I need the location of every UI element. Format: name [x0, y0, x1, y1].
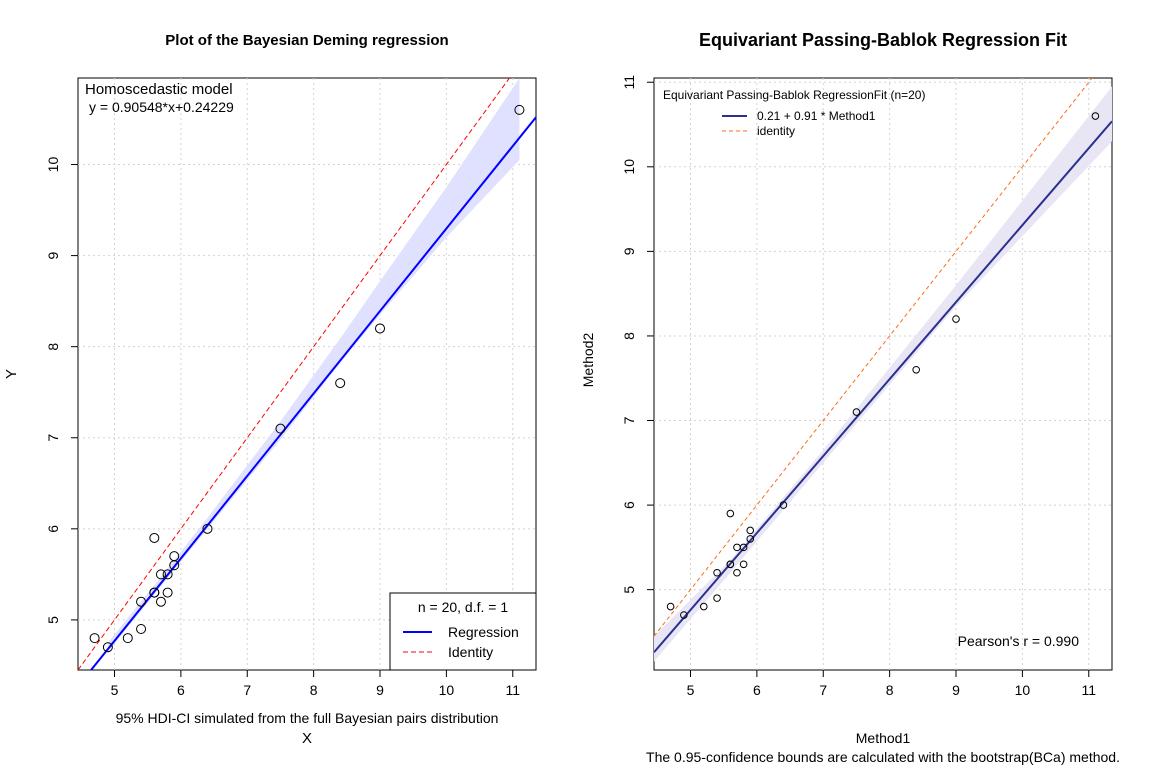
p1-legend-label-regression: Regression — [448, 624, 519, 640]
p1-data-point — [169, 551, 180, 562]
p2-data-point — [713, 568, 721, 577]
p2-x-tick-label: 6 — [753, 682, 761, 698]
p2-data-point — [680, 611, 688, 619]
p2-x-tick-label: 8 — [886, 682, 894, 698]
p2-data-point — [912, 365, 920, 374]
p1-y-label: Y — [3, 369, 20, 379]
p2-plot-frame — [653, 77, 1113, 671]
p2-y-tick-label: 10 — [621, 159, 637, 175]
p1-data-point — [136, 624, 147, 635]
p2-y-tick-label: 6 — [621, 501, 637, 509]
p2-regression-line — [653, 120, 1113, 653]
p1-data-point — [102, 642, 113, 653]
p2-x-tick-label: 5 — [687, 682, 695, 698]
p2-data-point — [852, 408, 861, 416]
p1-data-point — [202, 523, 213, 534]
p1-x-tick-label: 6 — [177, 682, 185, 698]
p2-grid — [654, 78, 1112, 670]
p1-x-tick-label: 10 — [439, 682, 455, 698]
p1-x-tick-label: 11 — [505, 682, 520, 698]
p1-data-point — [155, 569, 166, 580]
p1-data-point — [89, 633, 100, 644]
p2-x-tick-label: 11 — [1081, 682, 1096, 698]
p2-data-point — [1091, 112, 1100, 120]
p2-data-point — [733, 543, 741, 552]
p1-legend-label-identity: Identity — [448, 644, 493, 660]
p2-data-point — [666, 602, 675, 611]
p2-y-label: Method2 — [580, 333, 596, 388]
p1-y-tick-label: 10 — [45, 157, 61, 173]
p1-points — [89, 104, 525, 653]
p2-pearson-annotation: Pearson's r = 0.990 — [958, 633, 1080, 649]
p1-x-tick-label: 8 — [310, 682, 318, 698]
p1-data-point — [149, 532, 160, 543]
p2-data-point — [733, 568, 741, 577]
p1-identity-line — [77, 77, 510, 671]
p1-regression-line — [90, 116, 537, 671]
p2-y-tick-label: 8 — [621, 332, 637, 340]
passing-bablok-panel: Equivariant Passing-Bablok Regression Fi… — [580, 30, 1120, 765]
p2-y-axis-ticks: 5 6 7 8 9 10 11 — [621, 75, 654, 594]
p1-data-point — [335, 378, 346, 389]
p1-legend-title: n = 20, d.f. = 1 — [418, 599, 509, 615]
p1-y-tick-label: 7 — [45, 434, 61, 442]
p1-x-axis-ticks: 5 6 7 8 9 10 11 — [111, 670, 520, 698]
p1-data-point — [149, 587, 160, 598]
p1-y-axis-ticks: 5 6 7 8 9 10 — [45, 157, 78, 624]
p2-x-label: Method1 — [856, 730, 911, 746]
p1-data-point — [162, 569, 173, 580]
p1-confidence-band — [107, 78, 520, 652]
p1-plot-frame — [77, 77, 537, 671]
p1-title: Plot of the Bayesian Deming regression — [165, 32, 448, 49]
p2-points — [666, 112, 1100, 619]
p1-y-tick-label: 9 — [45, 251, 61, 259]
p2-data-point — [952, 315, 960, 323]
p2-data-point — [713, 594, 721, 602]
p2-data-point — [726, 560, 735, 569]
p1-subtitle: 95% HDI-CI simulated from the full Bayes… — [116, 710, 499, 726]
p1-annotation-equation: y = 0.90548*x+0.24229 — [89, 99, 234, 115]
p1-x-tick-label: 9 — [376, 682, 384, 698]
p2-y-tick-label: 9 — [621, 247, 637, 255]
p2-data-point — [699, 602, 708, 611]
p2-data-point — [779, 501, 788, 509]
p2-data-point — [739, 543, 748, 552]
p1-y-tick-label: 6 — [45, 525, 61, 533]
p1-x-tick-label: 5 — [111, 682, 119, 698]
p1-y-tick-label: 5 — [45, 616, 61, 624]
p2-confidence-band — [654, 86, 1112, 662]
p2-data-point — [746, 535, 755, 543]
p2-x-axis-ticks: 5 6 7 8 9 10 11 — [687, 670, 1096, 698]
p2-legend-label-identity: identity — [757, 124, 795, 138]
p2-x-tick-label: 10 — [1015, 682, 1031, 698]
p2-y-tick-label: 11 — [621, 75, 637, 90]
p2-x-tick-label: 7 — [819, 682, 827, 698]
p2-data-point — [746, 526, 755, 535]
p2-data-point — [726, 509, 735, 518]
p2-identity-line — [653, 77, 1093, 637]
p1-legend: n = 20, d.f. = 1 Regression Identity — [389, 592, 537, 671]
p2-legend-label-regression: 0.21 + 0.91 * Method1 — [757, 109, 876, 123]
p1-data-point — [136, 596, 147, 607]
p2-y-tick-label: 5 — [621, 586, 637, 594]
p1-y-tick-label: 8 — [45, 343, 61, 351]
p1-annotation-model: Homoscedastic model — [85, 81, 233, 98]
p1-data-point — [122, 633, 133, 644]
p2-y-tick-label: 7 — [621, 416, 637, 424]
p2-legend: Equivariant Passing-Bablok RegressionFit… — [663, 88, 925, 138]
p2-subtitle: The 0.95-confidence bounds are calculate… — [646, 749, 1120, 765]
p2-data-point — [739, 560, 748, 569]
p1-data-point — [155, 596, 166, 607]
p2-x-tick-label: 9 — [952, 682, 960, 698]
p1-data-point — [275, 423, 286, 434]
bayesian-deming-panel: Plot of the Bayesian Deming regression 5… — [3, 32, 537, 747]
p1-x-label: X — [302, 730, 312, 747]
p2-title: Equivariant Passing-Bablok Regression Fi… — [699, 30, 1067, 50]
p2-legend-title: Equivariant Passing-Bablok RegressionFit… — [663, 88, 925, 102]
p1-data-point — [514, 104, 525, 115]
p1-data-point — [162, 587, 173, 598]
p1-data-point — [375, 323, 386, 334]
p1-x-tick-label: 7 — [243, 682, 251, 698]
